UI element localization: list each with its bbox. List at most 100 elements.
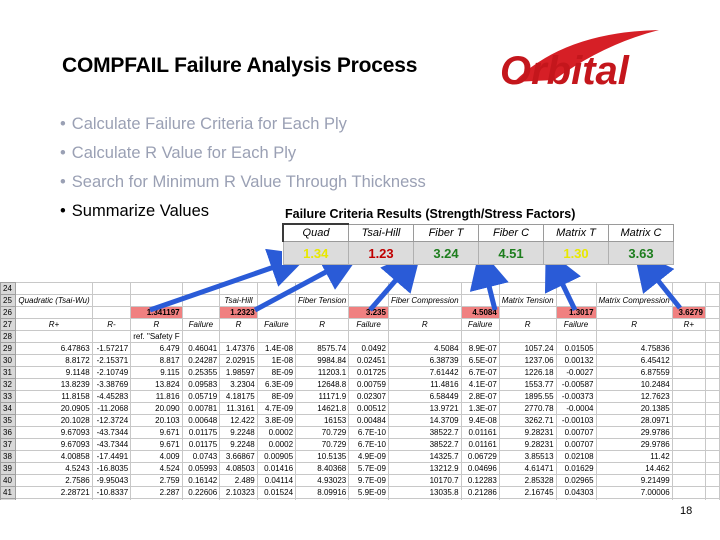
sheet-cell: 0.05993 bbox=[181, 462, 221, 475]
sheet-cell: 2.28721 bbox=[15, 486, 93, 499]
results-title: Failure Criteria Results (Strength/Stres… bbox=[285, 207, 576, 221]
sheet-cell: 0.12283 bbox=[460, 474, 500, 487]
sheet-cell bbox=[348, 294, 389, 307]
sheet-cell: 1.341197 bbox=[130, 306, 183, 319]
sheet-cell: 8.40368 bbox=[295, 462, 350, 475]
sheet-cell bbox=[15, 282, 93, 295]
sheet-cell bbox=[181, 282, 221, 295]
sheet-cell: 2770.78 bbox=[498, 402, 557, 415]
sheet-cell: 12.422 bbox=[219, 414, 258, 427]
sheet-cell: 28.0971 bbox=[595, 414, 673, 427]
row-number: 27 bbox=[0, 318, 17, 331]
sheet-cell: 4.9E-09 bbox=[348, 450, 389, 463]
sheet-cell: 0.4489 bbox=[181, 498, 221, 500]
sheet-cell: 0.00707 bbox=[555, 426, 597, 439]
sheet-cell: 4.75836 bbox=[595, 342, 673, 355]
failure-criteria-results: Failure Criteria Results (Strength/Stres… bbox=[282, 205, 674, 265]
sheet-cell bbox=[348, 282, 389, 295]
sheet-cell: -16.8035 bbox=[91, 462, 132, 475]
sheet-cell: R bbox=[595, 318, 673, 331]
sheet-cell: -11.2068 bbox=[91, 402, 132, 415]
sheet-cell: 0.01161 bbox=[460, 438, 500, 451]
sheet-cell: 20.1028 bbox=[15, 414, 93, 427]
results-header: Fiber C bbox=[478, 223, 544, 242]
sheet-cell: 0.02874 bbox=[256, 498, 297, 500]
sheet-cell: 0.01175 bbox=[181, 426, 221, 439]
sheet-cell: -0.0004 bbox=[555, 402, 597, 415]
sheet-cell: 5.9E-09 bbox=[348, 486, 389, 499]
sheet-cell bbox=[91, 330, 132, 343]
sheet-cell: R bbox=[130, 318, 183, 331]
sheet-cell bbox=[181, 330, 221, 343]
sheet-cell: 0.42435 bbox=[460, 498, 500, 500]
sheet-cell bbox=[671, 462, 706, 475]
sheet-cell: Failure bbox=[181, 318, 221, 331]
results-value: 1.34 bbox=[282, 241, 349, 265]
results-value-row: 1.34 1.23 3.24 4.51 1.30 3.63 bbox=[282, 241, 674, 265]
sheet-cell: 0.0002 bbox=[256, 426, 297, 439]
sheet-cell bbox=[671, 486, 706, 499]
row-number: 35 bbox=[0, 414, 17, 427]
row-number: 36 bbox=[0, 426, 17, 439]
sheet-cell bbox=[704, 486, 720, 499]
row-number: 24 bbox=[0, 282, 17, 295]
page-title: COMPFAIL Failure Analysis Process bbox=[62, 54, 418, 77]
sheet-cell bbox=[704, 330, 720, 343]
sheet-cell bbox=[704, 318, 720, 331]
sheet-cell: 0.22606 bbox=[181, 486, 221, 499]
sheet-cell: 6.5E-07 bbox=[460, 354, 500, 367]
sheet-cell bbox=[704, 414, 720, 427]
row-number: 31 bbox=[0, 366, 17, 379]
sheet-row: 28 ref. "Safety F bbox=[0, 330, 720, 343]
sheet-cell bbox=[295, 330, 350, 343]
sheet-cell: 3.235 bbox=[348, 306, 389, 319]
sheet-cell: 0.02451 bbox=[348, 354, 389, 367]
sheet-cell: 4.94296 bbox=[595, 498, 673, 500]
sheet-cell: 9984.84 bbox=[295, 354, 350, 367]
sheet-cell: 1.49254 bbox=[219, 498, 258, 500]
sheet-cell: 0.05719 bbox=[181, 390, 221, 403]
sheet-cell: 2.85328 bbox=[498, 474, 557, 487]
sheet-row: 25 Quadratic (Tsai-Wu) Tsai-Hill Fiber Tens… bbox=[0, 294, 720, 307]
sheet-cell: ref. "Safety F bbox=[130, 330, 183, 343]
sheet-cell: 0.06729 bbox=[460, 450, 500, 463]
sheet-cell bbox=[671, 390, 706, 403]
sheet-cell: 0.01505 bbox=[555, 342, 597, 355]
sheet-cell: 1.61983 bbox=[15, 498, 93, 500]
sheet-cell: Quadratic (Tsai-Wu) bbox=[15, 294, 93, 307]
sheet-cell: 0.0492 bbox=[348, 342, 389, 355]
sheet-cell: -17.4491 bbox=[91, 450, 132, 463]
sheet-cell: 8E-09 bbox=[256, 366, 297, 379]
sheet-cell: 0.21286 bbox=[460, 486, 500, 499]
sheet-cell: 13.8239 bbox=[15, 378, 93, 391]
results-value: 3.24 bbox=[413, 241, 479, 265]
sheet-cell: 12.7623 bbox=[595, 390, 673, 403]
sheet-cell: 4.18175 bbox=[219, 390, 258, 403]
sheet-cell: 8E-09 bbox=[256, 390, 297, 403]
sheet-cell: 0.04303 bbox=[555, 486, 597, 499]
sheet-cell: Fiber Compression bbox=[387, 294, 462, 307]
sheet-cell: 11.42 bbox=[595, 450, 673, 463]
sheet-cell bbox=[219, 330, 258, 343]
sheet-cell: R bbox=[498, 318, 557, 331]
row-number: 28 bbox=[0, 330, 17, 343]
sheet-cell: 0.00707 bbox=[555, 438, 597, 451]
sheet-row: 36 9.67093 -43.7344 9.671 0.01175 9.2248 0.000… bbox=[0, 426, 720, 439]
sheet-cell bbox=[704, 366, 720, 379]
sheet-cell: 0.07065 bbox=[555, 498, 597, 500]
sheet-cell: 0.00781 bbox=[181, 402, 221, 415]
sheet-cell bbox=[671, 438, 706, 451]
bullet-list: Calculate Failure Criteria for Each Ply … bbox=[60, 110, 426, 226]
sheet-cell: 3.66867 bbox=[219, 450, 258, 463]
row-number: 41 bbox=[0, 486, 17, 499]
sheet-cell: 8.1E-09 bbox=[348, 498, 389, 500]
sheet-cell: 29.9786 bbox=[595, 438, 673, 451]
sheet-cell: -0.00103 bbox=[555, 414, 597, 427]
sheet-cell: 70.729 bbox=[295, 426, 350, 439]
results-value: 3.63 bbox=[608, 241, 674, 265]
sheet-cell bbox=[704, 402, 720, 415]
results-value: 1.30 bbox=[543, 241, 609, 265]
sheet-cell: 1.620 bbox=[130, 498, 183, 500]
sheet-cell: 1.47376 bbox=[219, 342, 258, 355]
sheet-cell: 6.479 bbox=[130, 342, 183, 355]
